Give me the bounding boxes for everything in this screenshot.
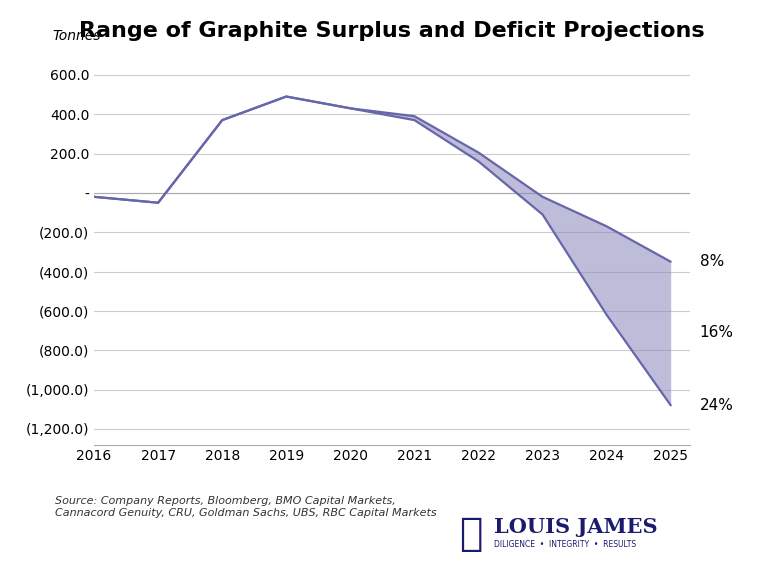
Text: Tonnes: Tonnes — [53, 30, 101, 43]
Text: DILIGENCE  •  INTEGRITY  •  RESULTS: DILIGENCE • INTEGRITY • RESULTS — [494, 540, 636, 549]
Text: LOUIS JAMES: LOUIS JAMES — [494, 517, 658, 538]
Text: Source: Company Reports, Bloomberg, BMO Capital Markets,
Cannacord Genuity, CRU,: Source: Company Reports, Bloomberg, BMO … — [55, 496, 437, 518]
Text: ℒ: ℒ — [459, 516, 482, 553]
Text: 16%: 16% — [699, 325, 734, 340]
Text: 8%: 8% — [699, 254, 724, 269]
Title: Range of Graphite Surplus and Deficit Projections: Range of Graphite Surplus and Deficit Pr… — [79, 22, 705, 42]
Text: 24%: 24% — [699, 398, 733, 413]
